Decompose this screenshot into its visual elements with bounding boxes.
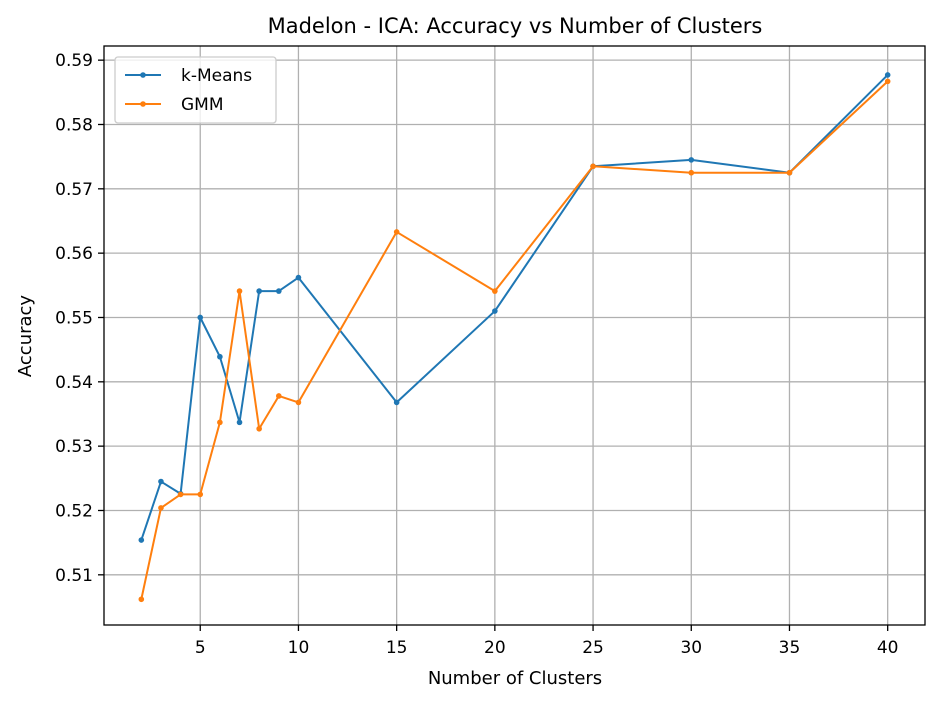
data-point-gmm [158, 505, 164, 511]
chart-title: Madelon - ICA: Accuracy vs Number of Clu… [268, 14, 763, 38]
x-tick-label: 40 [877, 638, 899, 658]
y-axis-ticks: 0.51 0.52 0.53 0.54 0.55 0.56 0.57 0.58 0.59 [55, 51, 104, 586]
legend-marker-k-means [140, 72, 146, 78]
data-point-k-means [217, 353, 223, 360]
legend-item-k-means: k-Means [125, 66, 252, 86]
y-tick-label: 0.53 [55, 437, 93, 457]
legend: k-Means GMM [114, 56, 277, 124]
data-point-gmm [492, 288, 498, 294]
x-tick-label: 35 [779, 638, 801, 658]
y-tick-label: 0.55 [55, 308, 93, 328]
data-point-k-means [492, 308, 498, 314]
x-tick-label: 15 [386, 638, 408, 658]
x-tick-label: 30 [680, 638, 702, 658]
data-point-gmm [884, 78, 891, 85]
y-tick-label: 0.58 [55, 115, 93, 135]
y-tick-label: 0.59 [55, 51, 93, 71]
data-point-gmm [276, 393, 282, 399]
legend-label-k-means: k-Means [181, 66, 252, 86]
series-layer [138, 72, 891, 603]
data-point-k-means [138, 537, 145, 543]
data-point-gmm [688, 169, 695, 176]
y-axis-label: Accuracy [15, 295, 36, 378]
data-point-k-means [688, 157, 695, 163]
x-tick-label: 10 [288, 638, 310, 658]
legend-item-gmm: GMM [125, 95, 224, 115]
y-tick-label: 0.51 [55, 566, 93, 586]
data-point-gmm [138, 596, 145, 603]
data-point-gmm [256, 425, 262, 432]
data-point-gmm [393, 229, 400, 235]
series-line-k-means [140, 74, 889, 541]
data-point-k-means [256, 288, 262, 294]
x-tick-label: 25 [582, 638, 604, 658]
y-tick-label: 0.57 [55, 180, 93, 200]
series-line-gmm [140, 80, 889, 600]
legend-label-gmm: GMM [181, 95, 224, 115]
data-point-k-means [236, 419, 243, 426]
data-point-k-means [393, 399, 400, 406]
data-point-gmm [177, 491, 184, 498]
series-k-means [138, 72, 891, 543]
plot-frame [103, 45, 926, 626]
data-point-k-means [197, 314, 204, 321]
data-point-k-means [276, 288, 282, 294]
data-point-k-means [295, 274, 302, 281]
x-axis-label: Number of Clusters [428, 668, 602, 689]
series-gmm [138, 78, 891, 603]
x-tick-label: 20 [484, 638, 506, 658]
legend-marker-gmm [140, 101, 146, 107]
x-axis-ticks: 5 10 15 20 25 30 35 40 [195, 625, 899, 658]
y-tick-label: 0.56 [55, 244, 93, 264]
x-tick-label: 5 [195, 638, 206, 658]
data-point-gmm [786, 169, 793, 176]
grid-lines [104, 46, 925, 625]
data-point-k-means [158, 478, 164, 485]
data-point-gmm [217, 419, 223, 426]
data-point-gmm [236, 288, 243, 294]
y-tick-label: 0.54 [55, 373, 93, 393]
data-point-k-means [884, 72, 891, 78]
data-point-gmm [590, 163, 596, 170]
y-tick-label: 0.52 [55, 501, 93, 521]
legend-box [114, 56, 277, 124]
data-point-gmm [197, 491, 204, 498]
data-point-gmm [295, 399, 302, 406]
